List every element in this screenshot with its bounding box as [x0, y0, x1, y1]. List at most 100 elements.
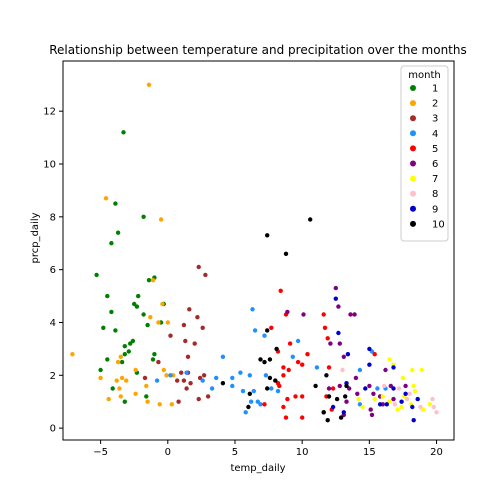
legend-marker-month-2	[410, 100, 416, 107]
data-point-month-7	[387, 357, 392, 362]
data-point-month-6	[367, 383, 372, 389]
data-point-month-6	[355, 391, 360, 396]
data-point-month-3	[184, 386, 189, 391]
data-point-month-6	[391, 396, 396, 402]
data-point-month-2	[145, 399, 150, 404]
legend-marker-month-1	[410, 85, 416, 91]
data-point-month-7	[380, 394, 385, 399]
data-point-month-1	[146, 278, 152, 283]
data-point-month-10	[338, 415, 344, 420]
data-point-month-5	[285, 396, 290, 402]
data-point-month-9	[411, 418, 416, 423]
data-point-month-3	[205, 394, 211, 399]
data-point-month-5	[293, 394, 298, 399]
data-point-month-6	[326, 386, 332, 391]
data-point-month-5	[287, 341, 293, 346]
y-tick-label: 4	[50, 318, 56, 329]
data-point-month-7	[419, 367, 424, 373]
legend-title: month	[408, 70, 440, 81]
data-point-month-7	[412, 388, 418, 394]
data-point-month-6	[403, 383, 408, 389]
data-point-month-3	[181, 322, 187, 328]
data-point-month-10	[220, 381, 226, 386]
data-point-month-10	[313, 383, 318, 389]
data-point-month-10	[325, 418, 330, 423]
data-point-month-9	[410, 404, 415, 410]
data-point-month-2	[106, 396, 111, 402]
data-point-month-4	[230, 383, 235, 389]
data-point-month-9	[336, 330, 341, 336]
data-point-month-2	[103, 196, 109, 201]
data-point-month-8	[340, 367, 345, 373]
x-axis-ticks: −5 0 5 10 15 20	[93, 440, 443, 458]
data-point-month-2	[164, 373, 169, 378]
data-point-month-5	[300, 394, 305, 399]
data-point-month-2	[119, 375, 125, 381]
y-axis-ticks: 0 2 4 6 8 10 12	[43, 107, 63, 435]
data-point-month-6	[383, 367, 388, 373]
data-point-month-4	[258, 402, 263, 407]
legend-label-month-5: 5	[432, 144, 438, 155]
data-point-month-5	[281, 373, 286, 378]
data-point-month-6	[333, 285, 338, 291]
data-point-month-5	[281, 404, 286, 410]
legend-label-month-9: 9	[432, 204, 438, 215]
data-point-month-1	[145, 322, 150, 328]
data-point-month-2	[150, 278, 156, 283]
data-point-month-10	[283, 251, 289, 256]
data-point-month-3	[176, 399, 181, 404]
data-point-month-9	[345, 352, 351, 357]
data-point-month-3	[156, 359, 161, 365]
data-point-month-9	[341, 410, 346, 415]
data-point-month-9	[391, 365, 396, 370]
data-point-month-4	[220, 354, 226, 359]
data-point-month-1	[115, 230, 121, 235]
legend-label-month-6: 6	[432, 159, 438, 170]
data-point-month-10	[343, 394, 348, 399]
data-point-month-3	[195, 315, 200, 320]
data-point-month-4	[200, 378, 205, 383]
data-point-month-1	[122, 344, 128, 349]
data-point-month-6	[368, 407, 373, 412]
data-point-month-2	[115, 359, 121, 365]
legend-marker-month-3	[410, 115, 416, 122]
data-point-month-4	[263, 373, 269, 378]
data-point-month-1	[109, 309, 114, 315]
x-tick-label: 15	[363, 447, 376, 458]
data-point-month-8	[431, 404, 436, 410]
data-point-month-4	[262, 333, 267, 338]
legend-box	[400, 65, 449, 242]
data-point-month-9	[391, 386, 396, 391]
data-point-month-7	[372, 396, 377, 402]
data-point-month-9	[399, 399, 404, 404]
plot-frame	[62, 60, 455, 441]
data-point-month-3	[203, 272, 208, 278]
data-point-month-3	[168, 333, 173, 338]
data-point-month-2	[70, 352, 75, 357]
data-point-month-3	[185, 354, 191, 359]
data-point-month-2	[144, 383, 149, 389]
data-point-month-4	[375, 386, 380, 391]
x-tick-label: 10	[296, 447, 309, 458]
data-point-month-10	[344, 383, 349, 389]
legend-marker-month-5	[410, 145, 416, 152]
y-axis-label: prcp_daily	[30, 212, 41, 263]
data-point-month-2	[158, 217, 164, 222]
data-point-month-1	[98, 367, 103, 373]
data-point-month-6	[344, 399, 349, 404]
data-point-month-4	[154, 378, 160, 383]
data-point-month-9	[333, 296, 338, 301]
data-point-month-7	[356, 396, 361, 402]
data-point-month-2	[165, 320, 170, 325]
data-point-month-4	[240, 388, 246, 394]
data-point-month-5	[325, 336, 330, 341]
data-point-month-5	[281, 365, 286, 370]
legend-marker-month-10	[410, 220, 416, 227]
data-point-month-5	[277, 383, 282, 389]
data-point-month-9	[367, 362, 372, 367]
data-point-month-1	[122, 399, 128, 404]
data-point-month-8	[404, 396, 410, 402]
legend-label-month-8: 8	[432, 189, 438, 200]
y-tick-label: 2	[50, 371, 56, 382]
